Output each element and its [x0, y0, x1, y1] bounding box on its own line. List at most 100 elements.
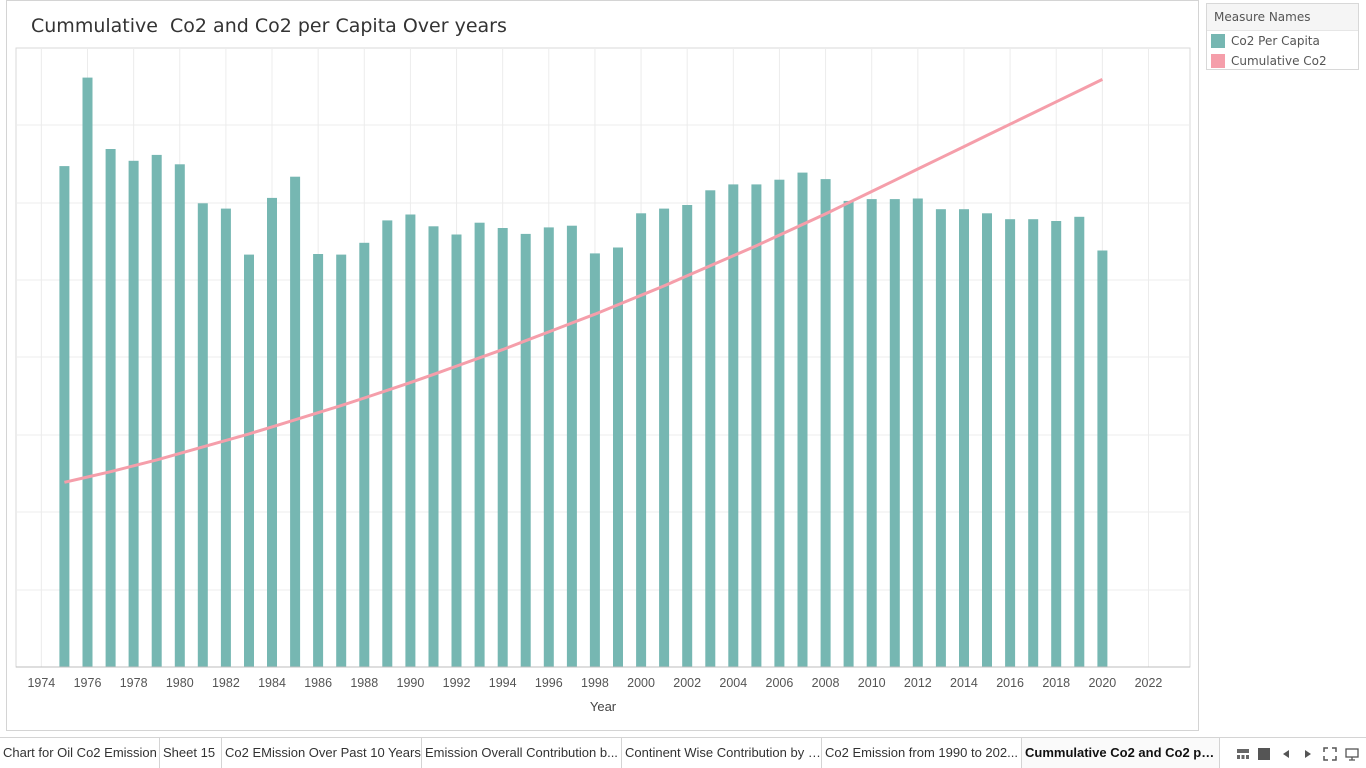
- bar-1992[interactable]: [451, 234, 462, 668]
- tab-emission-overall-contribution[interactable]: Emission Overall Contribution b...: [422, 738, 622, 768]
- x-tick-label: 2022: [1135, 676, 1163, 690]
- bar-1991[interactable]: [428, 226, 439, 668]
- legend-item-co2-per-capita[interactable]: Co2 Per Capita: [1207, 31, 1358, 51]
- bar-2012[interactable]: [912, 198, 923, 668]
- bar-2013[interactable]: [935, 209, 946, 667]
- x-tick-label: 1976: [74, 676, 102, 690]
- tab-continent-wise-contribution[interactable]: Continent Wise Contribution by I...: [622, 738, 822, 768]
- tab-chart-for-oil-co2-emission[interactable]: Chart for Oil Co2 Emission: [0, 738, 160, 768]
- sheet-tab-bar: Chart for Oil Co2 Emission Sheet 15 Co2 …: [0, 737, 1366, 768]
- bar-1977[interactable]: [105, 149, 116, 667]
- bar-2009[interactable]: [843, 200, 854, 667]
- bar-series-co2-per-capita[interactable]: [59, 77, 1108, 668]
- bar-1987[interactable]: [336, 254, 347, 667]
- line-series-cumulative-co2[interactable]: [64, 78, 1104, 484]
- bar-2014[interactable]: [959, 209, 969, 667]
- bar-2015[interactable]: [982, 213, 992, 668]
- tabs-icon[interactable]: [1256, 746, 1272, 762]
- legend-label-cumulative-co2: Cumulative Co2: [1231, 54, 1327, 68]
- bar-1981[interactable]: [197, 203, 208, 668]
- bar-2016[interactable]: [1005, 219, 1016, 667]
- bar-2017[interactable]: [1028, 219, 1039, 667]
- x-tick-label: 2004: [719, 676, 747, 690]
- bar-1976[interactable]: [82, 77, 93, 668]
- legend-label-co2-per-capita: Co2 Per Capita: [1231, 34, 1320, 48]
- x-tick-label: 1978: [120, 676, 148, 690]
- bar-1984[interactable]: [267, 197, 277, 667]
- x-tick-label: 2006: [766, 676, 794, 690]
- cumulative-co2-line[interactable]: [64, 78, 1104, 484]
- bar-2000[interactable]: [636, 213, 647, 668]
- x-tick-label: 1986: [304, 676, 332, 690]
- legend-swatch-cumulative-co2: [1211, 54, 1225, 68]
- x-tick-label: 1980: [166, 676, 194, 690]
- legend-item-cumulative-co2[interactable]: Cumulative Co2: [1207, 51, 1358, 71]
- x-tick-label: 2020: [1088, 676, 1116, 690]
- legend-title: Measure Names: [1207, 4, 1358, 31]
- bar-1985[interactable]: [290, 176, 301, 667]
- bar-1979[interactable]: [151, 154, 162, 667]
- x-tick-label: 1998: [581, 676, 609, 690]
- legend-swatch-co2-per-capita: [1211, 34, 1225, 48]
- x-tick-label: 1990: [397, 676, 425, 690]
- bar-1993[interactable]: [474, 222, 485, 667]
- x-tick-label: 2016: [996, 676, 1024, 690]
- bar-2018[interactable]: [1051, 221, 1062, 667]
- bar-1995[interactable]: [520, 233, 531, 667]
- x-tick-label: 2010: [858, 676, 886, 690]
- bar-2010[interactable]: [866, 199, 877, 667]
- chart-title: Cummulative Co2 and Co2 per Capita Over …: [31, 15, 507, 37]
- x-tick-label: 1992: [443, 676, 471, 690]
- x-tick-label: 1984: [258, 676, 286, 690]
- bar-1975[interactable]: [59, 166, 70, 667]
- bar-1997[interactable]: [566, 225, 577, 667]
- presentation-icon[interactable]: [1344, 746, 1360, 762]
- bar-2005[interactable]: [751, 184, 762, 667]
- bar-2001[interactable]: [659, 208, 670, 667]
- bar-2006[interactable]: [774, 179, 785, 667]
- tab-sheet-15[interactable]: Sheet 15: [160, 738, 222, 768]
- triangle-right-icon[interactable]: [1300, 746, 1316, 762]
- tab-co2-emission-past-10-years[interactable]: Co2 EMission Over Past 10 Years: [222, 738, 422, 768]
- x-tick-label: 1988: [350, 676, 378, 690]
- bar-2020[interactable]: [1097, 250, 1108, 668]
- x-tick-label: 2002: [673, 676, 701, 690]
- bar-1998[interactable]: [589, 253, 600, 667]
- x-tick-label: 2000: [627, 676, 655, 690]
- bar-2019[interactable]: [1074, 216, 1085, 668]
- triangle-left-icon[interactable]: [1278, 746, 1294, 762]
- x-tick-label: 1982: [212, 676, 240, 690]
- bar-1986[interactable]: [313, 254, 324, 667]
- x-axis-ticks: 1974 1976 1978 1980 1982 1984 1986 1988 1990 1992…: [27, 676, 1162, 690]
- bar-2004[interactable]: [728, 184, 739, 667]
- fullscreen-icon[interactable]: [1322, 746, 1338, 762]
- x-tick-label: 1994: [489, 676, 517, 690]
- bar-2011[interactable]: [889, 199, 900, 667]
- x-axis-title: Year: [590, 699, 617, 714]
- bar-1994[interactable]: [497, 228, 508, 667]
- x-tick-label: 2018: [1042, 676, 1070, 690]
- bar-1996[interactable]: [543, 227, 554, 667]
- tab-co2-emission-1990[interactable]: Co2 Emission from 1990 to 202...: [822, 738, 1022, 768]
- legend: Measure Names Co2 Per Capita Cumulative …: [1206, 3, 1359, 70]
- x-tick-label: 1996: [535, 676, 563, 690]
- bar-1988[interactable]: [359, 242, 370, 668]
- bar-1990[interactable]: [405, 214, 416, 668]
- bar-1989[interactable]: [382, 220, 393, 667]
- bar-1980[interactable]: [174, 164, 185, 668]
- x-tick-label: 2012: [904, 676, 932, 690]
- bar-1983[interactable]: [244, 254, 254, 667]
- bar-1978[interactable]: [128, 160, 139, 668]
- tab-cummulative-co2-per-capita[interactable]: Cummulative Co2 and Co2 per ...: [1022, 738, 1220, 768]
- x-tick-label: 2014: [950, 676, 978, 690]
- bar-2003[interactable]: [705, 190, 716, 668]
- bar-2007[interactable]: [797, 172, 808, 667]
- bar-1982[interactable]: [220, 208, 231, 667]
- bar-2002[interactable]: [682, 205, 693, 667]
- bar-2008[interactable]: [820, 179, 831, 667]
- x-tick-label: 2008: [812, 676, 840, 690]
- bar-1999[interactable]: [613, 247, 623, 668]
- x-tick-label: 1974: [27, 676, 55, 690]
- filmstrip-icon[interactable]: [1235, 746, 1251, 762]
